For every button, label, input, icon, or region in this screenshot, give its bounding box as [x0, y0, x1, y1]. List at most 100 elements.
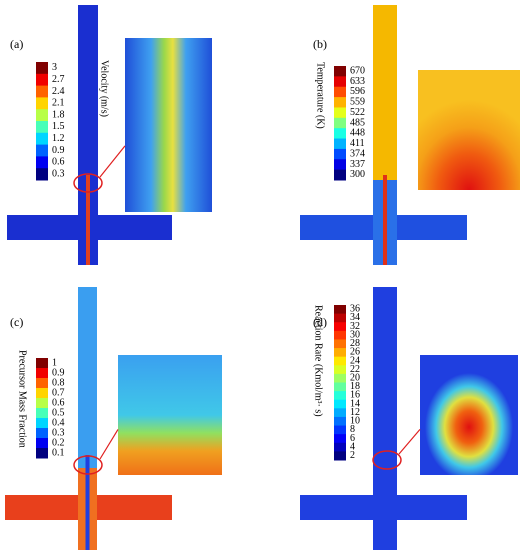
colorbar-swatch — [334, 97, 346, 108]
highlight-ellipse — [73, 173, 103, 193]
colorbar-label: 0.7 — [52, 387, 65, 398]
colorbar-swatch — [36, 132, 48, 146]
colorbar-label: 0.3 — [52, 168, 65, 179]
inset — [118, 355, 222, 475]
colorbar-swatch — [334, 76, 346, 88]
panel-label: (d) — [313, 315, 327, 329]
colorbar-label: 0.2 — [52, 437, 65, 448]
colorbar-swatch — [334, 373, 346, 383]
colorbar-label: 485 — [350, 117, 365, 128]
colorbar-label: 0.6 — [52, 157, 65, 168]
panel-label: (a) — [10, 37, 23, 51]
inset — [420, 355, 518, 475]
colorbar-label: 30 — [350, 329, 360, 340]
colorbar-swatch — [334, 356, 346, 366]
colorbar-title: Precursor Mass Fraction — [17, 350, 28, 448]
colorbar-label: 32 — [350, 321, 360, 332]
colorbar-title: Velocity (m/s) — [99, 60, 110, 117]
colorbar-label: 0.8 — [52, 377, 65, 388]
colorbar-swatch — [36, 144, 48, 157]
highlight-ellipse — [73, 455, 103, 475]
colorbar-swatch — [334, 313, 346, 323]
colorbar-swatch — [36, 448, 48, 459]
colorbar-label: 4 — [350, 441, 355, 452]
colorbar-title: Temperature (K) — [315, 62, 326, 129]
colorbar-label: 20 — [350, 372, 360, 383]
colorbar-label: 0.5 — [52, 407, 65, 418]
colorbar-label: 0.4 — [52, 417, 65, 428]
colorbar-label: 2.7 — [52, 74, 65, 85]
colorbar-label: 411 — [350, 138, 365, 149]
colorbar-swatch — [334, 408, 346, 418]
colorbar-swatch — [36, 168, 48, 181]
colorbar-swatch — [36, 85, 48, 98]
colorbar-label: 596 — [350, 86, 365, 97]
colorbar-swatch — [334, 148, 346, 160]
colorbar-label: 6 — [350, 433, 355, 444]
colorbar-swatch — [36, 438, 48, 449]
colorbar-swatch — [36, 156, 48, 169]
colorbar-swatch — [334, 425, 346, 435]
colorbar-swatch — [334, 391, 346, 401]
colorbar-label: 12 — [350, 407, 360, 418]
inset — [125, 38, 212, 212]
colorbar-label: 1.2 — [52, 133, 65, 144]
colorbar-swatch — [334, 305, 346, 315]
colorbar-label: 2.4 — [52, 86, 65, 97]
colorbar-swatch — [36, 388, 48, 399]
colorbar-label: 374 — [350, 148, 365, 159]
colorbar-swatch — [334, 66, 346, 77]
colorbar-title: Reaction Rate (Kmol/m³· s) — [313, 305, 324, 417]
colorbar-swatch — [334, 117, 346, 129]
colorbar-swatch — [36, 408, 48, 419]
colorbar-swatch — [36, 418, 48, 429]
pipe-core — [86, 175, 90, 265]
colorbar-label: 8 — [350, 424, 355, 435]
colorbar-swatch — [36, 97, 48, 110]
colorbar-label: 26 — [350, 347, 360, 358]
colorbar-label: 2 — [350, 450, 355, 461]
colorbar-swatch — [334, 86, 346, 98]
colorbar-label: 670 — [350, 65, 365, 76]
colorbar-swatch — [334, 330, 346, 340]
colorbar-swatch — [36, 358, 48, 369]
colorbar-swatch — [334, 348, 346, 358]
colorbar-label: 1.5 — [52, 121, 65, 132]
colorbar-swatch — [36, 121, 48, 134]
colorbar-label: 14 — [350, 398, 360, 409]
colorbar-label: 448 — [350, 128, 365, 139]
pipe-vertical — [78, 5, 98, 265]
colorbar-swatch — [334, 416, 346, 427]
colorbar-label: 2.1 — [52, 98, 65, 109]
colorbar-swatch — [36, 368, 48, 379]
arrow — [99, 145, 126, 178]
colorbar-label: 18 — [350, 381, 360, 392]
colorbar-swatch — [334, 169, 346, 181]
colorbar-swatch — [334, 451, 346, 461]
colorbar-swatch — [334, 442, 346, 452]
colorbar-label: 22 — [350, 364, 360, 375]
colorbar-swatch — [334, 382, 346, 392]
colorbar-swatch — [334, 107, 346, 119]
colorbar-label: 0.3 — [52, 427, 65, 438]
colorbar-label: 300 — [350, 169, 365, 180]
pipe-vertical — [373, 287, 397, 550]
colorbar-swatch — [36, 398, 48, 409]
colorbar-swatch — [36, 73, 48, 87]
colorbar-swatch — [36, 378, 48, 389]
colorbar-swatch — [334, 365, 346, 375]
colorbar-swatch — [334, 138, 346, 150]
colorbar-label: 1.8 — [52, 109, 65, 120]
colorbar-label: 0.9 — [52, 145, 65, 156]
panel-label: (c) — [10, 315, 23, 329]
colorbar-label: 633 — [350, 76, 365, 87]
inset — [418, 70, 520, 190]
colorbar-label: 10 — [350, 416, 360, 427]
arrow — [398, 429, 421, 455]
pipe-core — [85, 455, 90, 550]
arrow — [99, 429, 119, 460]
colorbar-swatch — [334, 159, 346, 171]
colorbar-label: 36 — [350, 304, 360, 315]
colorbar-label: 559 — [350, 97, 365, 108]
